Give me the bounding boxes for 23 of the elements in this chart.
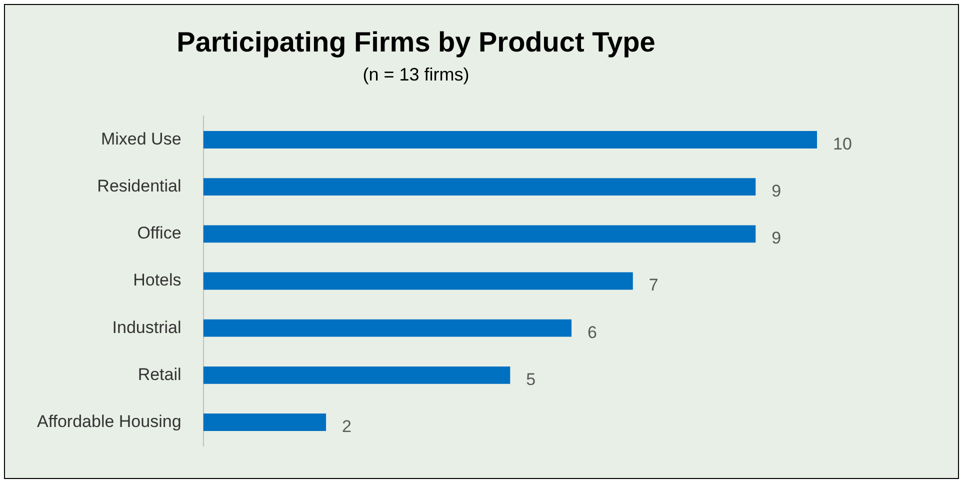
bar bbox=[203, 178, 756, 196]
y-tick-label: Industrial bbox=[112, 318, 182, 337]
data-label: 2 bbox=[342, 416, 352, 436]
y-tick-label: Office bbox=[137, 224, 182, 243]
y-tick-label: Residential bbox=[97, 176, 182, 196]
chart-title: Participating Firms by Product Type bbox=[176, 26, 656, 58]
data-label: 10 bbox=[833, 134, 852, 154]
data-label: 9 bbox=[772, 228, 782, 248]
data-label: 5 bbox=[526, 370, 536, 389]
y-tick-label: Hotels bbox=[133, 270, 182, 290]
data-label: 6 bbox=[588, 322, 597, 342]
data-label: 7 bbox=[648, 276, 658, 295]
bar bbox=[203, 272, 633, 290]
chart-subtitle: (n = 13 firms) bbox=[362, 64, 470, 84]
bar bbox=[203, 414, 326, 431]
y-tick-label: Retail bbox=[138, 364, 182, 384]
y-tick-label: Mixed Use bbox=[100, 129, 182, 148]
y-tick-label: Affordable Housing bbox=[36, 412, 182, 431]
bar bbox=[203, 225, 756, 243]
data-label: 9 bbox=[772, 182, 782, 201]
bar bbox=[203, 319, 572, 337]
bar bbox=[203, 366, 510, 384]
bar bbox=[203, 131, 817, 148]
